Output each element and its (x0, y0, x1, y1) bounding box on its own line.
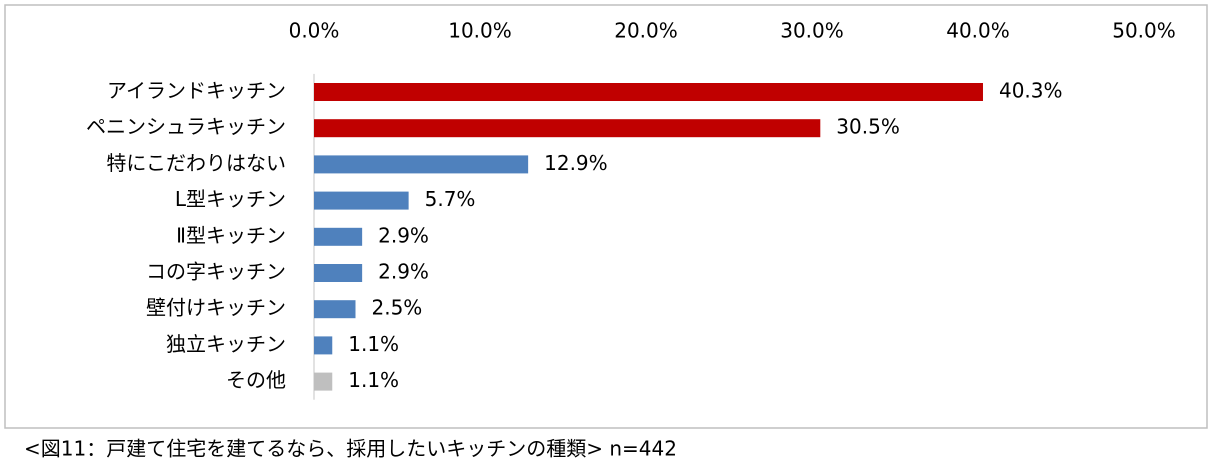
y-tick-label: その他 (226, 368, 286, 392)
bar (314, 227, 363, 246)
value-label: 5.7% (425, 187, 476, 211)
y-tick-label: 独立キッチン (166, 332, 286, 356)
x-tick-label: 0.0% (289, 19, 340, 43)
x-tick-label: 50.0% (1112, 19, 1176, 43)
caption: <図11：戸建て住宅を建てるなら、採用したいキッチンの種類> n=442 (24, 437, 677, 461)
value-label: 30.5% (836, 115, 900, 139)
bar (314, 191, 409, 210)
bar (314, 300, 356, 319)
value-label: 2.9% (378, 260, 429, 284)
x-tick-label: 30.0% (780, 19, 844, 43)
y-tick-label: 特にこだわりはない (106, 151, 286, 175)
x-tick-label: 10.0% (448, 19, 512, 43)
value-label: 1.1% (348, 368, 399, 392)
bar (314, 83, 983, 101)
value-label: 1.1% (348, 332, 399, 356)
y-tick-label: L型キッチン (175, 187, 286, 211)
y-tick-label: コの字キッチン (146, 260, 286, 284)
bar (314, 336, 333, 355)
value-label: 12.9% (544, 151, 608, 175)
bar (314, 372, 333, 391)
bar (314, 155, 529, 174)
y-tick-label: 壁付けキッチン (146, 296, 286, 320)
bar (314, 264, 363, 282)
x-tick-label: 20.0% (614, 19, 678, 43)
y-tick-label: ペニンシュラキッチン (86, 115, 286, 139)
chart-frame (4, 4, 1208, 429)
y-tick-label: アイランドキッチン (107, 79, 286, 103)
value-label: 40.3% (999, 79, 1063, 103)
value-label: 2.9% (378, 223, 429, 247)
bar (314, 119, 821, 138)
y-tick-label: Ⅱ型キッチン (176, 223, 286, 247)
x-tick-label: 40.0% (946, 19, 1010, 43)
value-label: 2.5% (372, 296, 423, 320)
